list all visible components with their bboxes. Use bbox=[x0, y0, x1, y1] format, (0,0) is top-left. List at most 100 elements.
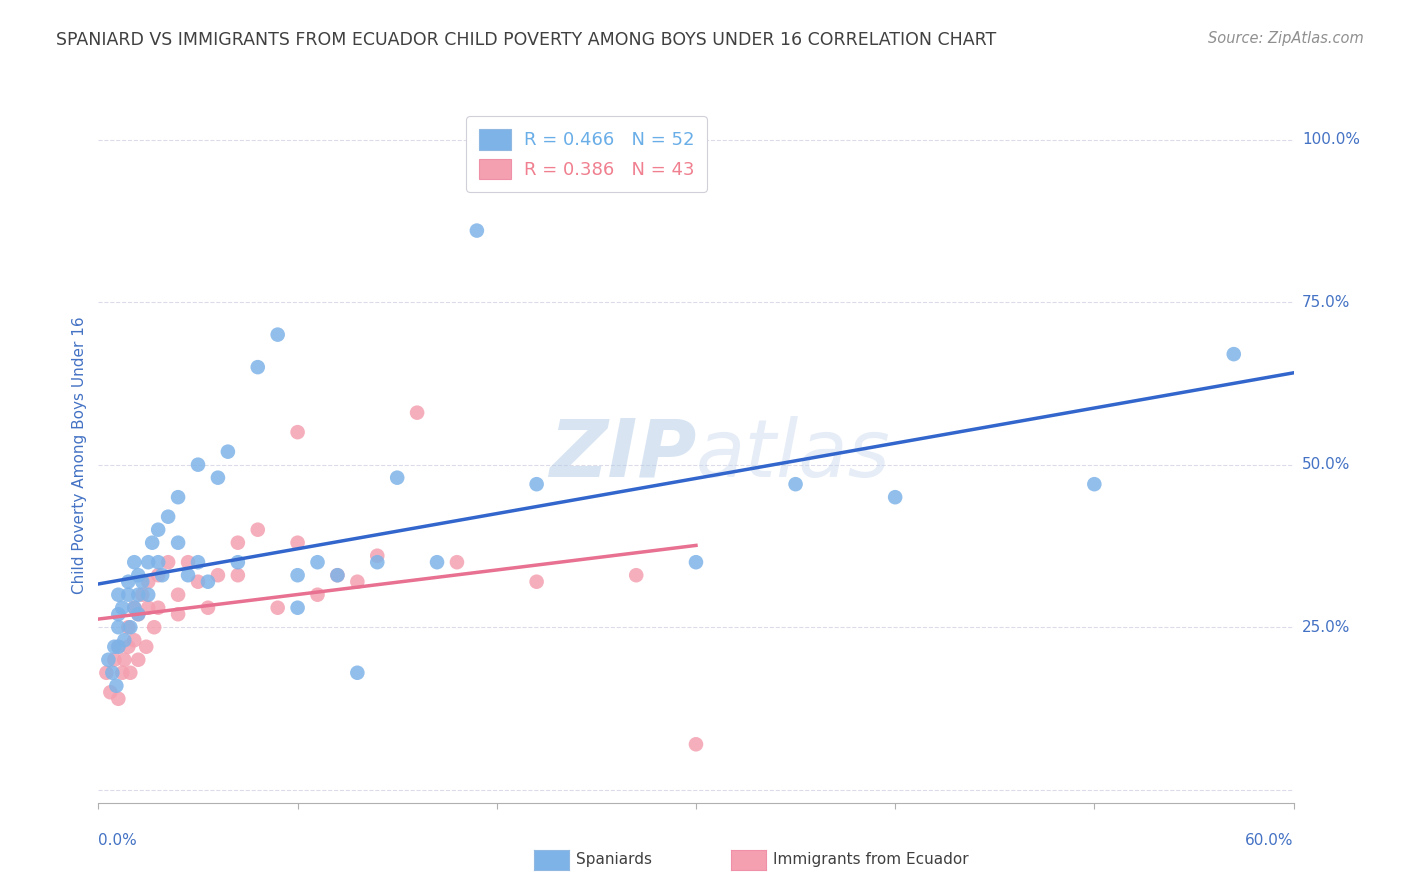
Point bbox=[97, 653, 120, 667]
Point bbox=[112, 653, 135, 667]
Point bbox=[1222, 347, 1246, 361]
Point bbox=[131, 588, 153, 602]
Point bbox=[267, 600, 290, 615]
Point bbox=[685, 555, 707, 569]
Text: 25.0%: 25.0% bbox=[1302, 620, 1350, 635]
Point bbox=[127, 653, 149, 667]
Point bbox=[287, 600, 309, 615]
Point bbox=[167, 535, 190, 549]
Point bbox=[127, 607, 149, 622]
Text: ZIP: ZIP bbox=[548, 416, 696, 494]
Text: Source: ZipAtlas.com: Source: ZipAtlas.com bbox=[1208, 31, 1364, 46]
Point bbox=[120, 665, 142, 680]
Point bbox=[136, 555, 159, 569]
Point bbox=[197, 600, 219, 615]
Point bbox=[177, 568, 200, 582]
Point bbox=[167, 588, 190, 602]
Point bbox=[135, 640, 157, 654]
Point bbox=[117, 620, 139, 634]
Point bbox=[465, 224, 488, 238]
Text: 50.0%: 50.0% bbox=[1302, 458, 1350, 472]
Point bbox=[150, 568, 173, 582]
Point bbox=[117, 640, 139, 654]
Point bbox=[307, 555, 329, 569]
Point bbox=[385, 471, 409, 485]
Legend: R = 0.466   N = 52, R = 0.386   N = 43: R = 0.466 N = 52, R = 0.386 N = 43 bbox=[465, 116, 707, 192]
Point bbox=[117, 574, 139, 589]
Text: 60.0%: 60.0% bbox=[1246, 833, 1294, 848]
Point bbox=[526, 477, 548, 491]
Point bbox=[307, 588, 329, 602]
Point bbox=[103, 640, 125, 654]
Text: Spaniards: Spaniards bbox=[576, 853, 652, 867]
Text: Immigrants from Ecuador: Immigrants from Ecuador bbox=[773, 853, 969, 867]
Point bbox=[112, 633, 135, 648]
Point bbox=[246, 360, 269, 375]
Point bbox=[1083, 477, 1105, 491]
Point bbox=[884, 490, 907, 504]
Point bbox=[131, 574, 153, 589]
Point bbox=[177, 555, 200, 569]
Point bbox=[101, 665, 124, 680]
Point bbox=[167, 490, 190, 504]
Text: 75.0%: 75.0% bbox=[1302, 294, 1350, 310]
Point bbox=[246, 523, 269, 537]
Point bbox=[136, 588, 159, 602]
Point bbox=[346, 574, 368, 589]
Point bbox=[148, 555, 170, 569]
Point bbox=[107, 607, 129, 622]
Point bbox=[426, 555, 449, 569]
Point bbox=[124, 600, 146, 615]
Point bbox=[103, 653, 125, 667]
Point bbox=[287, 535, 309, 549]
Point bbox=[124, 633, 146, 648]
Point bbox=[217, 444, 239, 458]
Point bbox=[141, 535, 163, 549]
Point bbox=[685, 737, 707, 751]
Point bbox=[111, 600, 134, 615]
Point bbox=[107, 640, 129, 654]
Point bbox=[287, 568, 309, 582]
Point bbox=[366, 555, 388, 569]
Point bbox=[105, 679, 128, 693]
Point bbox=[107, 588, 129, 602]
Point bbox=[167, 607, 190, 622]
Point bbox=[127, 568, 149, 582]
Point bbox=[267, 327, 290, 342]
Point bbox=[406, 406, 429, 420]
Point bbox=[187, 555, 209, 569]
Text: 0.0%: 0.0% bbox=[98, 833, 138, 848]
Point bbox=[96, 665, 118, 680]
Point bbox=[127, 607, 149, 622]
Point bbox=[287, 425, 309, 439]
Point bbox=[157, 555, 180, 569]
Point bbox=[124, 555, 146, 569]
Point bbox=[226, 535, 249, 549]
Point bbox=[117, 588, 139, 602]
Text: atlas: atlas bbox=[696, 416, 891, 494]
Text: SPANIARD VS IMMIGRANTS FROM ECUADOR CHILD POVERTY AMONG BOYS UNDER 16 CORRELATIO: SPANIARD VS IMMIGRANTS FROM ECUADOR CHIL… bbox=[56, 31, 997, 49]
Y-axis label: Child Poverty Among Boys Under 16: Child Poverty Among Boys Under 16 bbox=[72, 316, 87, 594]
Point bbox=[143, 620, 166, 634]
Point bbox=[111, 665, 134, 680]
Point bbox=[187, 458, 209, 472]
Point bbox=[98, 685, 122, 699]
Point bbox=[785, 477, 807, 491]
Point bbox=[207, 568, 229, 582]
Point bbox=[136, 574, 159, 589]
Point bbox=[107, 620, 129, 634]
Point bbox=[124, 600, 146, 615]
Point bbox=[187, 574, 209, 589]
Text: 100.0%: 100.0% bbox=[1302, 132, 1360, 147]
Point bbox=[148, 523, 170, 537]
Point bbox=[366, 549, 388, 563]
Point bbox=[326, 568, 349, 582]
Point bbox=[197, 574, 219, 589]
Point bbox=[226, 555, 249, 569]
Point bbox=[624, 568, 647, 582]
Point bbox=[157, 509, 180, 524]
Point bbox=[107, 691, 129, 706]
Point bbox=[148, 600, 170, 615]
Point bbox=[526, 574, 548, 589]
Point bbox=[107, 640, 129, 654]
